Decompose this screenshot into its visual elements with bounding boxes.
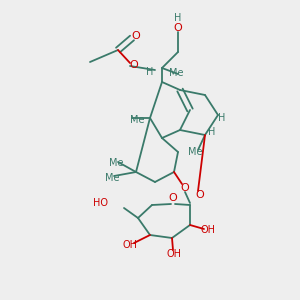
Text: H: H [218,113,226,123]
Text: O: O [174,23,182,33]
Text: H: H [146,67,154,77]
Text: OH: OH [167,249,182,259]
Text: O: O [196,190,204,200]
Text: Me: Me [169,68,183,78]
Text: O: O [132,31,140,41]
Text: H: H [208,127,216,137]
Text: O: O [130,60,138,70]
Text: Me: Me [188,147,202,157]
Text: O: O [169,193,177,203]
Text: H: H [174,13,182,23]
Text: O: O [181,183,189,193]
Text: OH: OH [122,240,137,250]
Text: OH: OH [200,225,215,235]
Text: Me: Me [105,173,119,183]
Text: HO: HO [93,198,108,208]
Text: Me: Me [109,158,123,168]
Text: Me: Me [130,115,144,125]
